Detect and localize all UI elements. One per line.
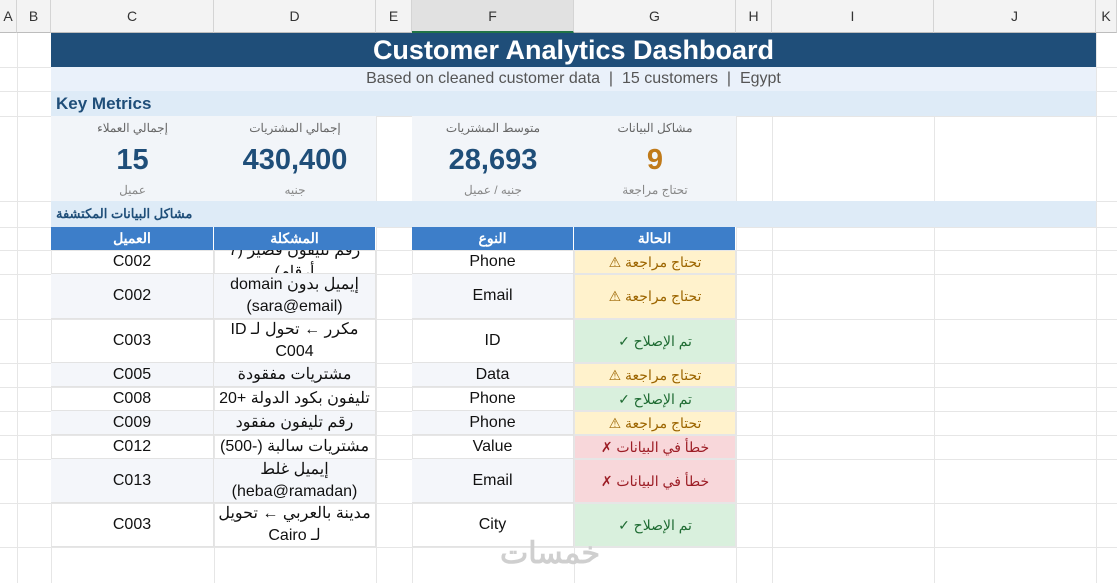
cell-customer[interactable]: C005 [51, 363, 214, 387]
cell-type[interactable]: ID [412, 319, 574, 363]
column-header-e[interactable]: E [376, 0, 412, 33]
column-header-i[interactable]: I [772, 0, 934, 33]
cell-customer[interactable]: C012 [51, 435, 214, 459]
cell-status[interactable]: تحتاج مراجعة ⚠ [574, 274, 736, 319]
cell-issue[interactable]: تليفون بكود الدولة +20 [214, 387, 376, 411]
cell-status[interactable]: تحتاج مراجعة ⚠ [574, 363, 736, 387]
cell-status[interactable]: تحتاج مراجعة ⚠ [574, 250, 736, 274]
cell-type[interactable]: Email [412, 459, 574, 503]
metric-unit: جنيه / عميل [464, 183, 522, 197]
key-metrics-heading: Key Metrics [51, 91, 1096, 116]
metric-label: مشاكل البيانات [617, 121, 693, 135]
cell-type[interactable]: Phone [412, 250, 574, 274]
column-header-k[interactable]: K [1096, 0, 1117, 33]
metric-value: 9 [646, 143, 664, 176]
cell-customer[interactable]: C009 [51, 411, 214, 435]
cell-status[interactable]: تم الإصلاح ✓ [574, 319, 736, 363]
cell-status[interactable]: تم الإصلاح ✓ [574, 387, 736, 411]
header-status: الحالة [574, 227, 736, 250]
cell-customer[interactable]: C003 [51, 503, 214, 547]
metric-label: متوسط المشتريات [445, 121, 541, 135]
column-header-c[interactable]: C [51, 0, 214, 33]
metric-unit: جنيه [284, 183, 306, 197]
metric-box-purchases [214, 116, 376, 201]
issues-heading: مشاكل البيانات المكتشفة [51, 201, 1096, 227]
metric-value: 430,400 [242, 143, 348, 176]
cell-type[interactable]: Data [412, 363, 574, 387]
cell-status[interactable]: تحتاج مراجعة ⚠ [574, 411, 736, 435]
cell-type[interactable]: Email [412, 274, 574, 319]
metric-label: إجمالي العملاء [97, 121, 168, 135]
column-header-j[interactable]: J [934, 0, 1096, 33]
cell-status[interactable]: خطأ في البيانات ✗ [574, 459, 736, 503]
cell-status[interactable]: خطأ في البيانات ✗ [574, 435, 736, 459]
cell-issue[interactable]: إيميل بدون domain (sara@email) [214, 274, 376, 319]
column-header-h[interactable]: H [736, 0, 772, 33]
cell-customer[interactable]: C008 [51, 387, 214, 411]
metric-value: 15 [116, 143, 149, 176]
cell-issue[interactable]: مكرر ← تحول لـ ID C004 [214, 319, 376, 363]
cell-type[interactable]: Value [412, 435, 574, 459]
cell-issue[interactable]: رقم تليفون مفقود [214, 411, 376, 435]
metric-unit: تحتاج مراجعة [622, 183, 688, 197]
header-customer: العميل [51, 227, 214, 250]
metric-unit: عميل [119, 183, 146, 197]
cell-status[interactable]: تم الإصلاح ✓ [574, 503, 736, 547]
cell-issue[interactable]: رقم تليفون قصير (7 أرقام) [214, 250, 376, 274]
header-type: النوع [412, 227, 574, 250]
metric-value: 28,693 [448, 143, 538, 176]
column-header-b[interactable]: B [17, 0, 51, 33]
cell-type[interactable]: Phone [412, 411, 574, 435]
metric-label: إجمالي المشتريات [249, 121, 341, 135]
column-header-d[interactable]: D [214, 0, 376, 33]
cell-customer[interactable]: C013 [51, 459, 214, 503]
header-issue: المشكلة [214, 227, 376, 250]
cell-customer[interactable]: C003 [51, 319, 214, 363]
dashboard-subtitle: Based on cleaned customer data | 15 cust… [51, 67, 1096, 91]
cell-issue[interactable]: مشتريات سالبة (-500) [214, 435, 376, 459]
cell-issue[interactable]: إيميل غلط (heba@ramadan) [214, 459, 376, 503]
cell-issue[interactable]: مدينة بالعربي ← تحويل لـ Cairo [214, 503, 376, 547]
cell-issue[interactable]: مشتريات مفقودة [214, 363, 376, 387]
metric-box-average [412, 116, 574, 201]
cell-type[interactable]: Phone [412, 387, 574, 411]
column-header-a[interactable]: A [0, 0, 17, 33]
metric-box-customers [51, 116, 214, 201]
cell-customer[interactable]: C002 [51, 274, 214, 319]
dashboard-title: Customer Analytics Dashboard [51, 33, 1096, 67]
watermark-logo: خمسات [500, 537, 601, 570]
cell-customer[interactable]: C002 [51, 250, 214, 274]
metric-box-issues [574, 116, 736, 201]
cell-type[interactable]: City [412, 503, 574, 547]
column-header-f[interactable]: F [412, 0, 574, 33]
column-header-g[interactable]: G [574, 0, 736, 33]
